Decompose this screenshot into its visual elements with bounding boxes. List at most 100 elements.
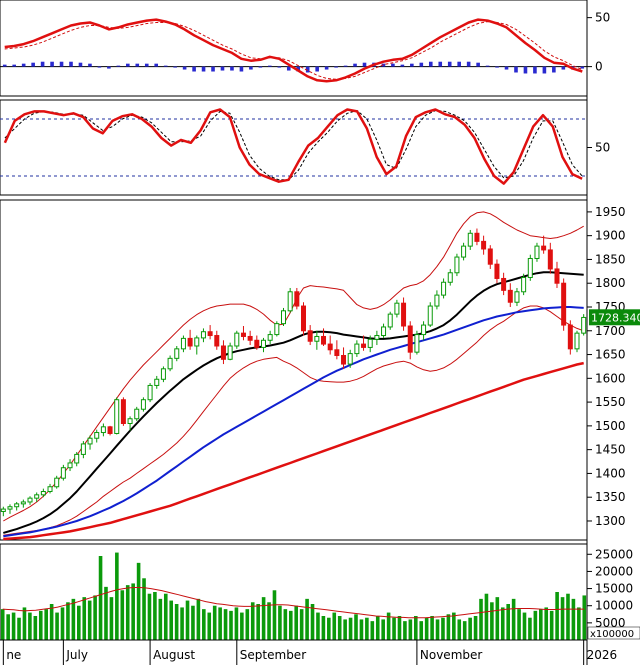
macd-histogram-bar xyxy=(107,66,111,69)
volume-ytick-label: 5000 xyxy=(595,616,626,630)
candle-body xyxy=(581,316,587,334)
volume-ma-line xyxy=(2,587,585,619)
candle-body xyxy=(234,332,240,347)
candle-body xyxy=(140,399,146,410)
volume-bar xyxy=(462,621,467,640)
candle-body xyxy=(434,294,440,307)
candle-body xyxy=(501,277,507,291)
macd-histogram-bar xyxy=(428,61,433,67)
candle-body xyxy=(100,426,106,434)
volume-bar xyxy=(288,610,293,640)
volume-bar xyxy=(582,595,587,640)
candle-body xyxy=(120,399,126,424)
volume-bar xyxy=(560,597,565,640)
macd-histogram-bar xyxy=(268,65,272,67)
volume-bar xyxy=(223,609,228,640)
macd-histogram-bar xyxy=(476,62,480,67)
candle-body xyxy=(574,332,580,350)
price-ytick-label: 1350 xyxy=(595,490,626,504)
bollinger-upper-band xyxy=(3,211,584,522)
macd-histogram-bar xyxy=(201,66,206,72)
volume-bar xyxy=(544,607,549,640)
volume-bar xyxy=(283,609,288,640)
volume-bar xyxy=(0,609,5,640)
candle-body xyxy=(280,310,286,325)
candle-body xyxy=(220,345,226,360)
volume-bar xyxy=(163,593,168,640)
macd-histogram-bar xyxy=(580,66,585,69)
volume-bar xyxy=(490,602,494,640)
macd-histogram-bar xyxy=(144,63,149,67)
macd-histogram-bar xyxy=(362,62,367,67)
candle-body xyxy=(0,508,6,512)
volume-bar xyxy=(82,597,87,640)
volume-bar xyxy=(424,617,429,640)
macd-histogram-bar xyxy=(353,63,357,67)
volume-bar xyxy=(413,616,418,640)
volume-bar xyxy=(267,602,271,640)
price-ytick-label: 1600 xyxy=(595,371,626,385)
price-ytick-label: 1450 xyxy=(595,443,626,457)
volume-bar xyxy=(528,617,532,640)
volume-bar xyxy=(337,616,342,640)
macd-histogram-bar xyxy=(552,66,556,73)
volume-bar xyxy=(153,592,157,640)
candle-body xyxy=(474,232,480,242)
macd-histogram-bar xyxy=(343,65,348,67)
macd-histogram-bar xyxy=(154,63,159,67)
candle-body xyxy=(494,263,500,279)
volume-bar xyxy=(468,617,472,640)
candle-body xyxy=(301,305,307,332)
macd-histogram-bar xyxy=(286,66,291,71)
candle-body xyxy=(534,245,540,259)
volume-bar xyxy=(158,598,163,640)
candle-body xyxy=(80,443,86,455)
macd-histogram-bar xyxy=(78,62,83,67)
candle-body xyxy=(194,337,200,347)
macd-histogram-bar xyxy=(514,66,518,73)
candle-body xyxy=(367,338,373,348)
volume-bar xyxy=(77,605,81,640)
candle-body xyxy=(441,281,447,296)
volume-bar xyxy=(261,597,266,640)
volume-bar xyxy=(11,612,16,640)
volume-bar xyxy=(435,619,440,640)
volume-bar xyxy=(38,610,43,640)
volume-bar xyxy=(517,609,521,640)
volume-bar xyxy=(419,621,424,640)
volume-bar xyxy=(310,604,315,640)
candle-body xyxy=(54,477,60,488)
candle-body xyxy=(314,335,320,342)
volume-bar xyxy=(566,593,570,640)
candle-body xyxy=(407,325,413,353)
candle-body xyxy=(547,249,553,270)
volume-bar xyxy=(571,598,576,640)
candle-body xyxy=(561,282,567,326)
candle-body xyxy=(421,324,427,336)
candle-body xyxy=(247,335,253,341)
volume-bar xyxy=(370,621,375,640)
candle-body xyxy=(94,432,100,439)
candle-body xyxy=(60,467,66,479)
macd-histogram-bar xyxy=(258,66,263,68)
macd-histogram-bar xyxy=(88,63,92,67)
candle-body xyxy=(20,501,26,505)
volume-bar xyxy=(60,607,65,640)
candle-body xyxy=(114,399,120,434)
volume-bar xyxy=(375,616,380,640)
volume-bar xyxy=(180,607,184,640)
candle-body xyxy=(274,323,280,336)
candle-body xyxy=(321,335,327,345)
volume-bar xyxy=(22,607,27,640)
macd-histogram-bar xyxy=(419,62,424,67)
x-axis-tick-label: September xyxy=(240,648,306,662)
volume-bar xyxy=(452,612,456,640)
volume-bar xyxy=(381,619,385,640)
volume-bar xyxy=(555,592,559,640)
candle-body xyxy=(214,335,220,347)
macd-histogram-bar xyxy=(249,66,253,70)
macd-histogram-bar xyxy=(230,66,234,71)
volume-bar xyxy=(392,617,396,640)
volume-bar xyxy=(479,598,483,640)
volume-bar xyxy=(17,617,21,640)
